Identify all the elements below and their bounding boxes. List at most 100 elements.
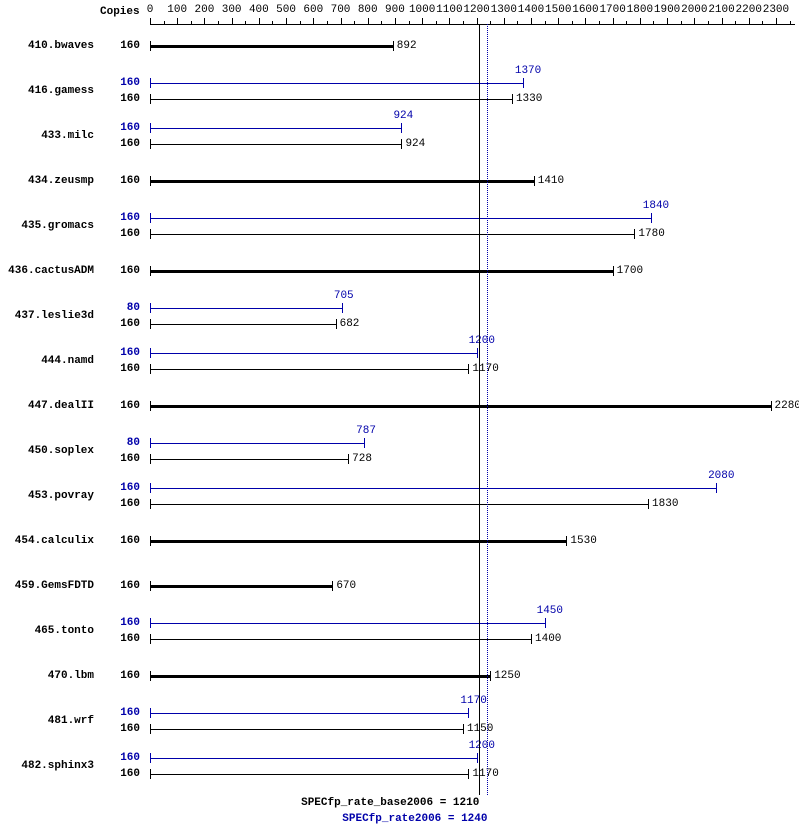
peak-bar-value: 924 — [393, 110, 413, 122]
copies-base: 160 — [110, 318, 140, 330]
base-bar — [150, 45, 393, 48]
base-bar-startcap — [150, 176, 151, 186]
benchmark-label: 447.dealII — [4, 400, 94, 412]
reference-label: SPECfp_rate_base2006 = 1210 — [301, 797, 479, 809]
x-tick-label: 1000 — [409, 4, 435, 16]
base-bar-endcap — [468, 364, 469, 374]
peak-bar-endcap — [364, 438, 365, 448]
benchmark-label: 437.leslie3d — [4, 310, 94, 322]
base-bar — [150, 144, 401, 145]
peak-bar-value: 1200 — [469, 740, 495, 752]
base-bar-startcap — [150, 266, 151, 276]
peak-bar-value: 705 — [334, 290, 354, 302]
benchmark-label: 482.sphinx3 — [4, 760, 94, 772]
x-tick — [259, 18, 260, 24]
x-tick-label: 800 — [358, 4, 378, 16]
peak-bar — [150, 713, 468, 714]
base-bar-value: 728 — [352, 453, 372, 465]
base-bar-value: 2280 — [775, 400, 799, 412]
copies-base: 160 — [110, 93, 140, 105]
copies-peak: 160 — [110, 122, 140, 134]
benchmark-label: 433.milc — [4, 130, 94, 142]
benchmark-label: 434.zeusmp — [4, 175, 94, 187]
base-bar — [150, 504, 648, 505]
x-tick — [381, 21, 382, 24]
peak-bar-value: 1450 — [537, 605, 563, 617]
peak-bar — [150, 758, 477, 759]
base-bar-endcap — [566, 536, 567, 546]
base-bar-startcap — [150, 499, 151, 509]
base-bar-startcap — [150, 139, 151, 149]
base-bar-endcap — [531, 634, 532, 644]
x-tick — [409, 21, 410, 24]
benchmark-label: 453.povray — [4, 490, 94, 502]
base-bar-value: 670 — [336, 580, 356, 592]
x-tick — [327, 21, 328, 24]
x-tick — [463, 21, 464, 24]
x-tick — [341, 18, 342, 24]
base-bar — [150, 729, 463, 730]
copies-peak: 160 — [110, 752, 140, 764]
base-bar-startcap — [150, 536, 151, 546]
base-bar-endcap — [648, 499, 649, 509]
copies-base: 160 — [110, 175, 140, 187]
copies-base: 160 — [110, 138, 140, 150]
peak-bar — [150, 218, 651, 219]
base-bar — [150, 774, 468, 775]
reference-label: SPECfp_rate2006 = 1240 — [342, 813, 487, 825]
x-tick — [150, 18, 151, 24]
benchmark-label: 470.lbm — [4, 670, 94, 682]
base-bar-startcap — [150, 94, 151, 104]
x-tick — [313, 18, 314, 24]
x-tick — [232, 18, 233, 24]
base-bar-endcap — [393, 41, 394, 51]
base-bar-value: 1330 — [516, 93, 542, 105]
benchmark-label: 410.bwaves — [4, 40, 94, 52]
peak-bar-startcap — [150, 78, 151, 88]
x-tick — [477, 18, 478, 24]
peak-bar-startcap — [150, 348, 151, 358]
base-bar-value: 1830 — [652, 498, 678, 510]
copies-peak: 160 — [110, 617, 140, 629]
x-tick-label: 600 — [303, 4, 323, 16]
base-bar-startcap — [150, 634, 151, 644]
x-tick — [667, 18, 668, 24]
x-tick — [531, 18, 532, 24]
x-tick — [422, 18, 423, 24]
base-bar-value: 1780 — [638, 228, 664, 240]
base-bar-endcap — [401, 139, 402, 149]
x-tick — [300, 21, 301, 24]
x-tick — [204, 18, 205, 24]
x-tick — [286, 18, 287, 24]
x-tick-label: 1100 — [436, 4, 462, 16]
copies-base: 160 — [110, 400, 140, 412]
x-tick-label: 300 — [222, 4, 242, 16]
x-tick — [640, 18, 641, 24]
base-bar-value: 1700 — [617, 265, 643, 277]
benchmark-label: 435.gromacs — [4, 220, 94, 232]
peak-bar — [150, 443, 364, 444]
x-tick-label: 1200 — [463, 4, 489, 16]
base-bar-value: 892 — [397, 40, 417, 52]
peak-bar-endcap — [477, 348, 478, 358]
benchmark-label: 459.GemsFDTD — [4, 580, 94, 592]
peak-bar-endcap — [401, 123, 402, 133]
peak-bar-endcap — [523, 78, 524, 88]
base-bar-value: 1530 — [570, 535, 596, 547]
peak-bar-endcap — [651, 213, 652, 223]
x-tick-label: 2100 — [708, 4, 734, 16]
base-bar-startcap — [150, 581, 151, 591]
base-bar — [150, 270, 613, 273]
x-tick-label: 1500 — [545, 4, 571, 16]
base-bar-startcap — [150, 454, 151, 464]
peak-bar-value: 1200 — [469, 335, 495, 347]
copies-base: 160 — [110, 453, 140, 465]
base-bar — [150, 639, 531, 640]
benchmark-label: 444.namd — [4, 355, 94, 367]
benchmark-label: 416.gamess — [4, 85, 94, 97]
peak-bar-startcap — [150, 483, 151, 493]
x-tick — [449, 18, 450, 24]
base-bar-endcap — [336, 319, 337, 329]
x-tick — [694, 18, 695, 24]
base-bar-endcap — [613, 266, 614, 276]
